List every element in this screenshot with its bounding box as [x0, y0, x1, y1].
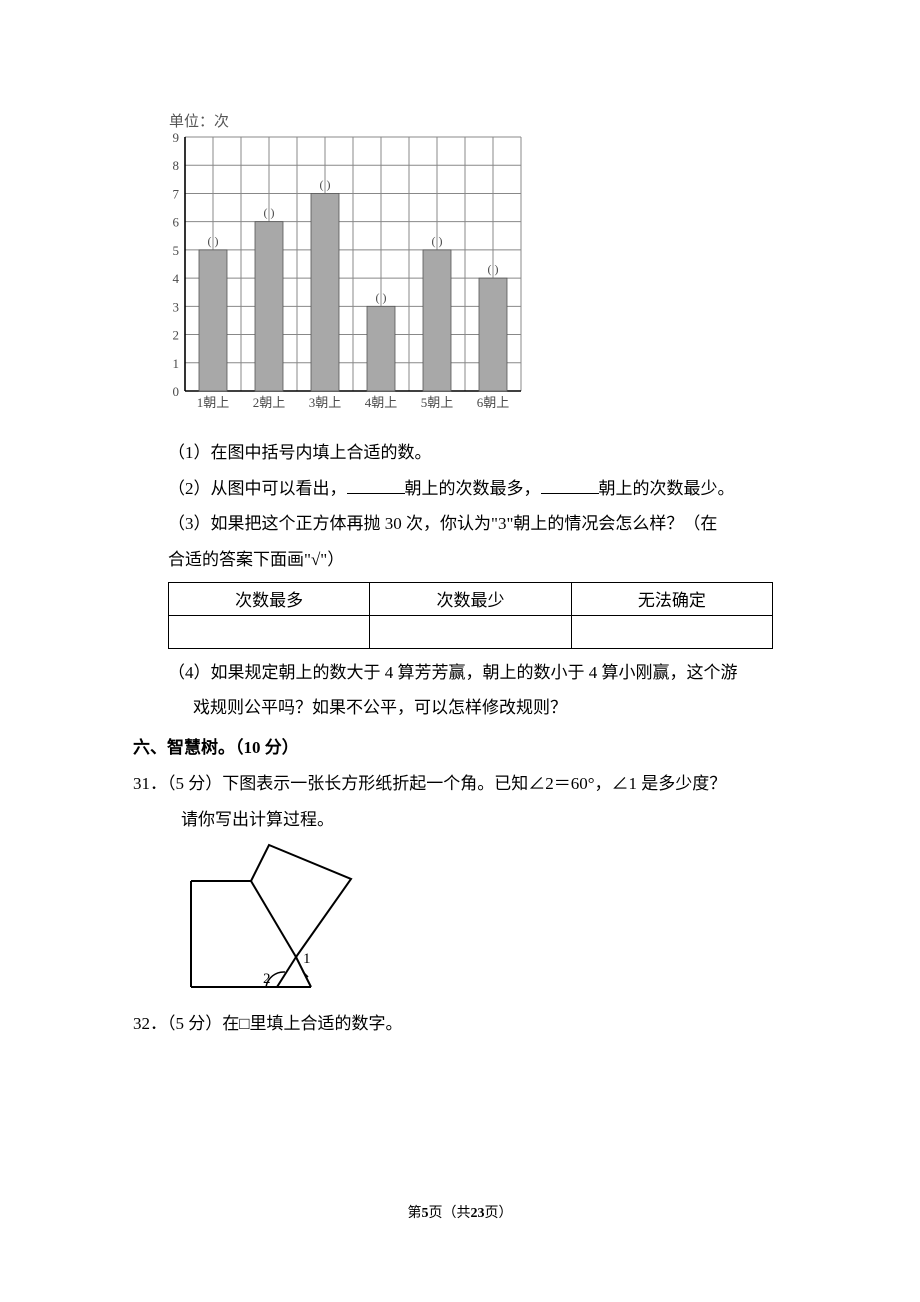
svg-text:5朝上: 5朝上 [421, 395, 454, 410]
footer-suffix: 页） [485, 1206, 513, 1221]
svg-text:( ): ( ) [432, 234, 443, 248]
svg-text:0: 0 [173, 384, 180, 399]
question-1: （1）在图中括号内填上合适的数。 [168, 435, 790, 471]
svg-text:6: 6 [173, 215, 180, 230]
footer-prefix: 第 [408, 1206, 422, 1221]
table-answer-row [169, 615, 773, 648]
svg-text:2: 2 [173, 328, 180, 343]
q2-mid2: 朝上的次数最少。 [599, 479, 735, 498]
table-header-cell: 次数最多 [169, 582, 370, 615]
folded-paper-figure: 1 2 [181, 839, 790, 1004]
svg-text:2朝上: 2朝上 [253, 395, 286, 410]
svg-text:4朝上: 4朝上 [365, 395, 398, 410]
question-2: （2）从图中可以看出， 朝上的次数最多， 朝上的次数最少。 [168, 471, 790, 507]
page-footer: 第5页（共23页） [0, 1202, 920, 1222]
question-3-line1: （3）如果把这个正方体再抛 30 次，你认为"3"朝上的情况会怎么样？（在 [168, 506, 790, 542]
section-6-heading: 六、智慧树。（10 分） [133, 730, 790, 766]
svg-text:( ): ( ) [488, 262, 499, 276]
svg-text:( ): ( ) [376, 290, 387, 304]
footer-page-total: 23 [471, 1206, 485, 1221]
table-header-cell: 次数最少 [370, 582, 571, 615]
page-content: 单位：次 0 1 2 3 4 5 6 7 8 9 ( ) 1朝上 ( ) 2朝上 ( ) 3朝上 ( ) 4朝上 (… [0, 0, 920, 1042]
table-header-cell: 无法确定 [571, 582, 772, 615]
angle-1-label: 1 [303, 951, 311, 967]
svg-text:1朝上: 1朝上 [197, 395, 230, 410]
answer-table: 次数最多 次数最少 无法确定 [168, 582, 773, 649]
svg-text:1: 1 [173, 356, 180, 371]
q2-mid1: 朝上的次数最多， [405, 479, 541, 498]
fold-diagram-svg: 1 2 [181, 839, 381, 999]
footer-mid: 页（共 [429, 1206, 471, 1221]
bar-chart: 0 1 2 3 4 5 6 7 8 9 ( ) 1朝上 ( ) 2朝上 ( ) 3朝上 ( ) 4朝上 ( ) 5朝上… [163, 133, 533, 417]
svg-text:4: 4 [173, 271, 180, 286]
table-header-row: 次数最多 次数最少 无法确定 [169, 582, 773, 615]
svg-text:( ): ( ) [208, 234, 219, 248]
svg-text:( ): ( ) [320, 177, 331, 191]
footer-page-current: 5 [422, 1206, 429, 1221]
question-4-line1: （4）如果规定朝上的数大于 4 算芳芳赢，朝上的数小于 4 算小刚赢，这个游 [168, 655, 790, 691]
problem-31-line1: 31．（5 分）下图表示一张长方形纸折起一个角。已知∠2＝60°，∠1 是多少度… [133, 766, 790, 802]
svg-text:3: 3 [173, 299, 180, 314]
svg-text:( ): ( ) [264, 206, 275, 220]
chart-unit-label: 单位：次 [169, 110, 790, 131]
bar-chart-container: 单位：次 0 1 2 3 4 5 6 7 8 9 ( ) 1朝上 ( ) 2朝上 ( ) 3朝上 ( ) 4朝上 (… [163, 110, 790, 417]
q2-blank-2[interactable] [541, 477, 599, 494]
q2-prefix: （2）从图中可以看出， [168, 479, 347, 498]
q2-blank-1[interactable] [347, 477, 405, 494]
svg-text:9: 9 [173, 133, 180, 145]
svg-text:5: 5 [173, 243, 180, 258]
table-answer-cell[interactable] [169, 615, 370, 648]
svg-text:7: 7 [173, 186, 180, 201]
question-3-line2: 合适的答案下面画"√"） [168, 542, 790, 578]
problem-31-line2: 请你写出计算过程。 [181, 802, 790, 838]
angle-2-label: 2 [263, 971, 271, 987]
question-4-line2: 戏规则公平吗？如果不公平，可以怎样修改规则？ [193, 690, 790, 726]
table-answer-cell[interactable] [370, 615, 571, 648]
svg-text:6朝上: 6朝上 [477, 395, 510, 410]
svg-text:3朝上: 3朝上 [309, 395, 342, 410]
problem-32: 32．（5 分）在□里填上合适的数字。 [133, 1006, 790, 1042]
svg-text:8: 8 [173, 158, 180, 173]
table-answer-cell[interactable] [571, 615, 772, 648]
